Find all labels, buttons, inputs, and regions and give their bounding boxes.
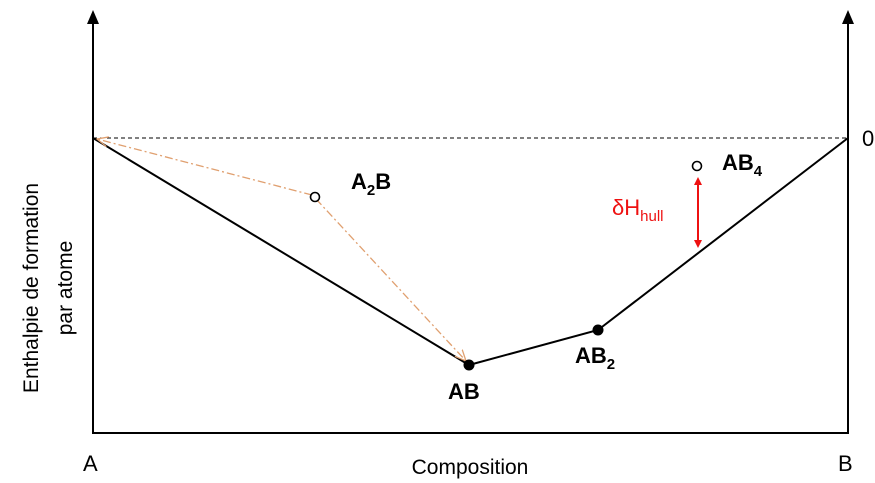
phase-point-A2B <box>309 191 321 203</box>
y-axis-label-line2: par atome <box>54 241 77 336</box>
phase-label-AB4: AB4 <box>722 150 763 180</box>
x-axis-label: Composition <box>412 456 529 479</box>
phase-label-A2B: A2B <box>351 169 391 199</box>
right-axis-arrowhead <box>842 10 854 24</box>
axis-corner-label-A: A <box>83 451 98 476</box>
phase-label-AB: AB <box>448 379 480 404</box>
convex-hull <box>92 137 849 367</box>
phase-label-AB2: AB2 <box>575 343 615 373</box>
axis-corner-label-B: B <box>838 451 853 476</box>
phase-point-AB2 <box>592 324 604 336</box>
phase-point-AB4 <box>691 160 703 172</box>
zero-label: 0 <box>862 126 874 151</box>
left-axis-arrowhead <box>87 10 99 24</box>
phase-point-AB <box>463 359 475 371</box>
decomposition-arrow-to-A <box>97 139 313 196</box>
hull-distance-label: δHhull <box>612 195 664 225</box>
decomposition-arrow-to-AB <box>315 198 466 361</box>
y-axis-label-line1: Enthalpie de formation <box>20 183 43 393</box>
